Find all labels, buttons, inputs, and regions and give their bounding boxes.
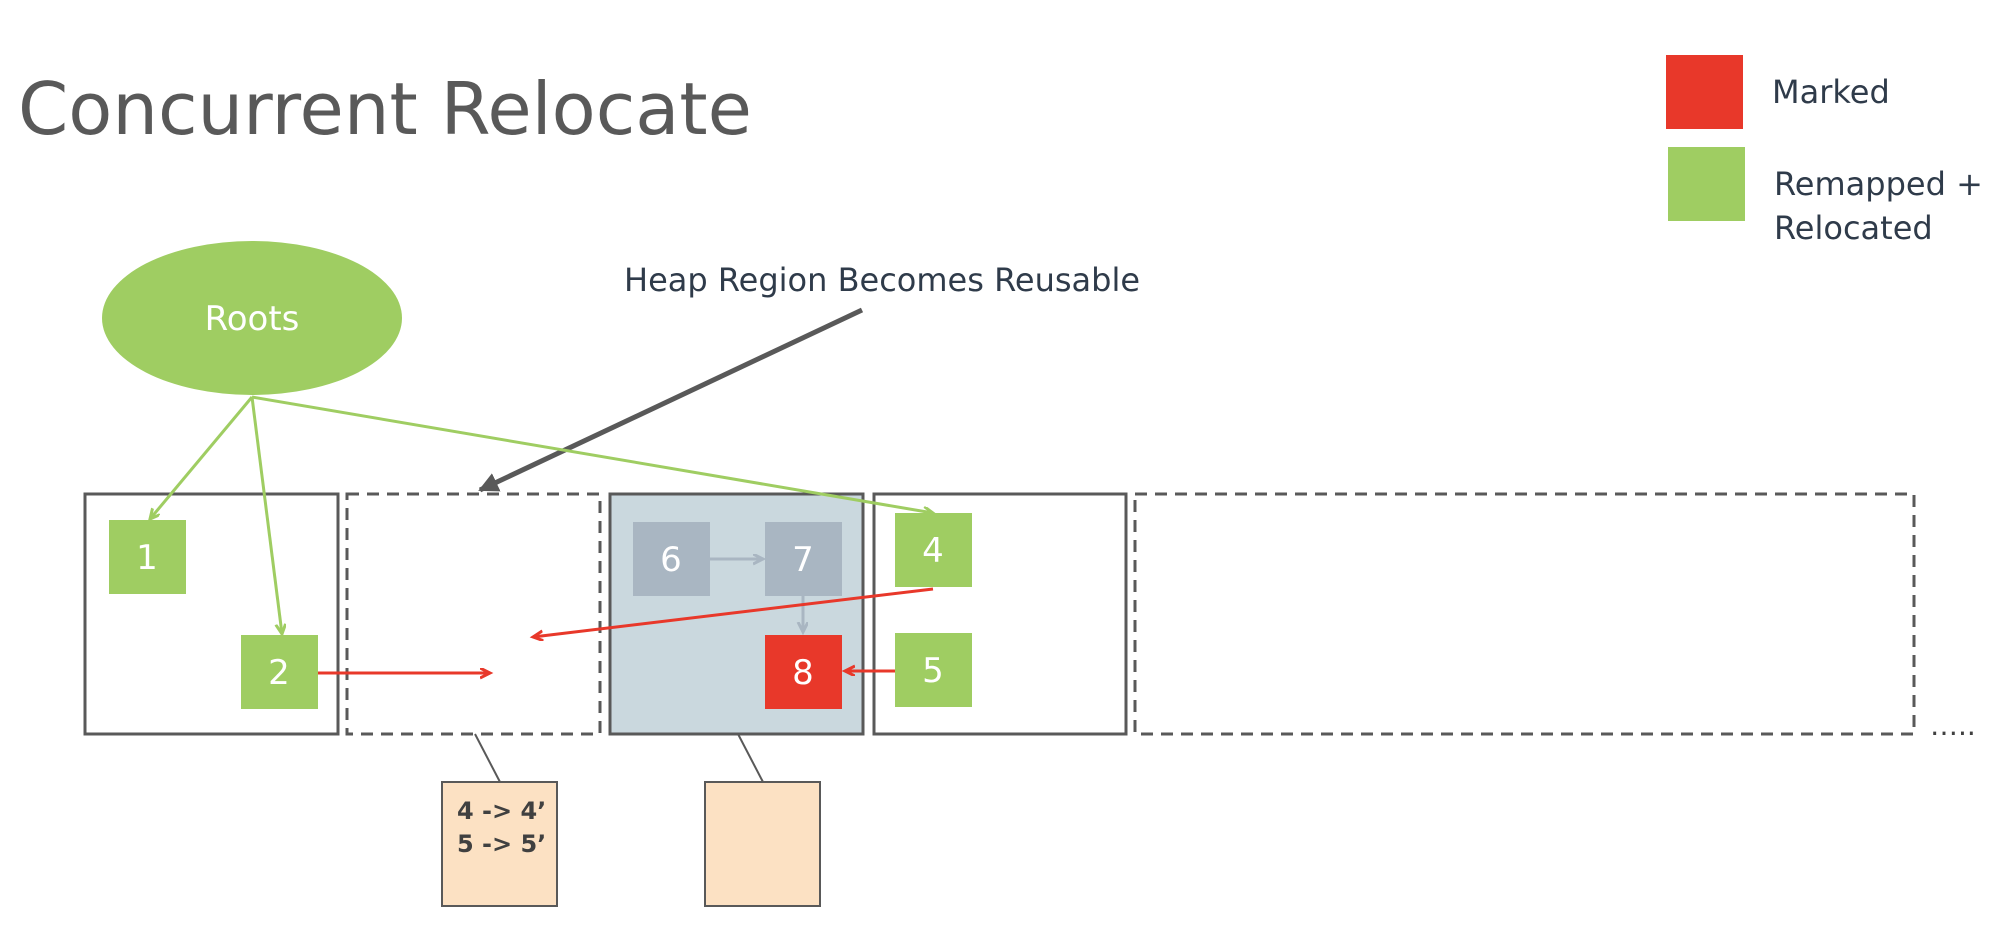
object-8-label: 8 [792, 653, 814, 693]
object-4 [895, 513, 972, 587]
heap-region-1 [83, 492, 340, 736]
roots-node [102, 241, 402, 395]
object-2 [241, 635, 318, 709]
object-2-label: 2 [268, 653, 290, 693]
object-7 [765, 522, 842, 596]
object-4-label: 4 [922, 531, 944, 571]
forwarding-entry-2: 5 -> 5’ [457, 830, 546, 858]
root-ref-to-1 [150, 396, 254, 519]
object-5 [895, 633, 972, 707]
object-1-label: 1 [136, 538, 158, 578]
object-8-marked [765, 635, 842, 709]
forwarding-entry-1: 4 -> 4’ [457, 797, 546, 825]
ref-4-stale [533, 587, 934, 637]
heap-region-4 [872, 492, 1128, 736]
forwarding-table-2 [704, 781, 821, 907]
root-ref-to-2 [250, 396, 282, 634]
callout-arrow [478, 307, 864, 493]
object-6 [633, 522, 710, 596]
page-title: Concurrent Relocate [18, 67, 752, 151]
fwd-table-2-connector [737, 733, 764, 783]
callout-text: Heap Region Becomes Reusable [624, 261, 1140, 299]
root-ref-to-4 [251, 395, 933, 513]
forwarding-table-1 [441, 781, 558, 907]
legend-marked-swatch [1666, 55, 1743, 129]
fwd-table-1-connector [474, 733, 501, 783]
heap-region-free [1133, 492, 1916, 736]
object-5-label: 5 [922, 651, 944, 691]
roots-label: Roots [205, 299, 300, 339]
object-1 [109, 520, 186, 594]
object-7-label: 7 [792, 540, 814, 580]
object-6-label: 6 [660, 540, 682, 580]
legend-relocated-label-line2: Relocated [1774, 209, 1933, 247]
legend-marked-label: Marked [1772, 73, 1890, 111]
legend-relocated-label-line1: Remapped + [1774, 165, 1983, 203]
legend-relocated-swatch [1668, 147, 1745, 221]
heap-region-2-reusable [345, 492, 602, 736]
more-regions-ellipsis: ….. [1930, 709, 1976, 742]
